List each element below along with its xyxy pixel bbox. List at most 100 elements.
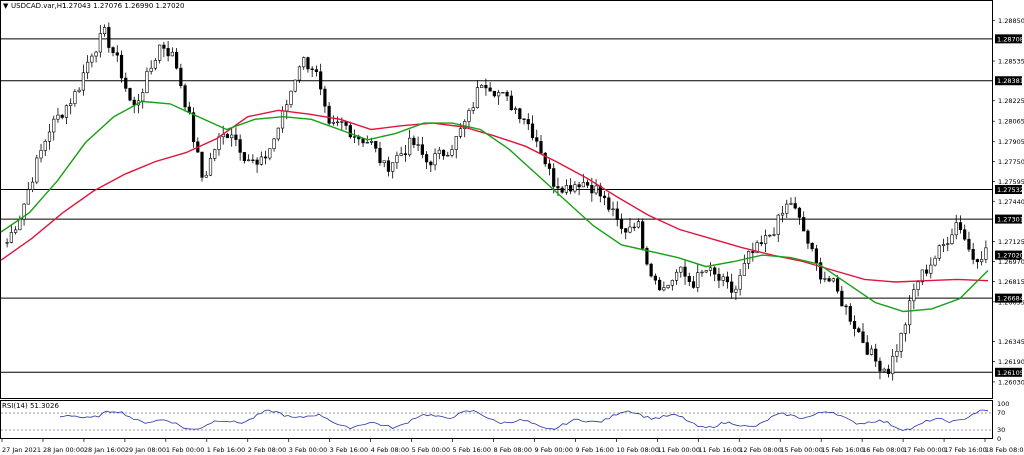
candle bbox=[30, 177, 35, 193]
candle bbox=[480, 84, 484, 88]
y-tick-label: 1.27750 bbox=[998, 158, 1024, 166]
candle bbox=[323, 85, 327, 113]
collapse-arrow-icon[interactable]: ▼ bbox=[3, 2, 9, 10]
x-tick-label: 29 Jan 08:00 bbox=[125, 446, 166, 454]
candle bbox=[179, 63, 183, 89]
candle bbox=[577, 181, 581, 196]
candle bbox=[543, 151, 547, 167]
candle bbox=[835, 275, 840, 294]
candle bbox=[886, 364, 891, 378]
candle bbox=[22, 202, 26, 226]
candle bbox=[908, 295, 912, 334]
candle bbox=[391, 162, 395, 179]
candle bbox=[624, 228, 628, 240]
candle bbox=[916, 280, 920, 297]
candle bbox=[488, 82, 492, 92]
candle bbox=[666, 284, 670, 290]
candle bbox=[518, 107, 522, 124]
candle bbox=[747, 250, 751, 270]
candle bbox=[107, 22, 111, 53]
level-tag: 1.27532 bbox=[995, 184, 1024, 194]
x-tick-label: 11 Feb 16:00 bbox=[698, 446, 741, 454]
x-tick-label: 15 Feb 16:00 bbox=[821, 446, 864, 454]
candle bbox=[208, 152, 213, 177]
candle bbox=[611, 201, 615, 217]
candle bbox=[77, 87, 81, 94]
y-axis-ticks: 1.28850 1.28535 1.28225 1.28065 1.27905 1.277… bbox=[992, 17, 1024, 386]
candle bbox=[293, 79, 297, 93]
candle bbox=[628, 218, 632, 234]
candle bbox=[530, 115, 535, 141]
y-tick-label: 1.27125 bbox=[998, 238, 1024, 246]
x-tick-label: 3 Feb 16:00 bbox=[330, 446, 369, 454]
candle bbox=[102, 24, 107, 37]
candle bbox=[912, 283, 916, 310]
svg-text:1.26105: 1.26105 bbox=[997, 369, 1024, 377]
candle bbox=[5, 238, 9, 248]
candle bbox=[450, 144, 454, 158]
candle bbox=[395, 151, 399, 169]
x-tick-label: 15 Feb 00:00 bbox=[780, 446, 823, 454]
candle bbox=[302, 56, 306, 70]
candle bbox=[251, 154, 255, 164]
svg-text:1.27301: 1.27301 bbox=[997, 216, 1024, 224]
candle bbox=[141, 88, 145, 109]
candle bbox=[119, 50, 124, 83]
candle bbox=[183, 83, 187, 112]
candle bbox=[386, 156, 391, 177]
candle bbox=[857, 326, 861, 334]
candle bbox=[327, 102, 331, 126]
candle bbox=[594, 179, 598, 195]
ohlc-readout: 1.27043 1.27076 1.26990 1.27020 bbox=[62, 2, 184, 10]
candle bbox=[810, 242, 814, 252]
candle bbox=[632, 222, 636, 232]
candle bbox=[467, 108, 471, 128]
candle bbox=[255, 157, 259, 173]
candle bbox=[526, 113, 530, 131]
candle bbox=[441, 149, 446, 160]
candle bbox=[869, 345, 874, 356]
candle bbox=[437, 147, 441, 160]
candle bbox=[145, 67, 149, 94]
candle bbox=[94, 50, 98, 63]
candle bbox=[696, 264, 700, 293]
candle bbox=[289, 90, 293, 108]
candle bbox=[713, 266, 717, 282]
candle bbox=[352, 129, 357, 144]
candle bbox=[522, 118, 526, 125]
candle bbox=[658, 277, 662, 291]
y-tick-label: 1.26190 bbox=[998, 358, 1024, 366]
candle bbox=[331, 115, 335, 126]
candle bbox=[806, 229, 810, 249]
candle bbox=[958, 215, 963, 234]
rsi-label: RSI(14) 51.3026 bbox=[2, 402, 59, 410]
candle bbox=[484, 78, 488, 96]
candle bbox=[636, 218, 641, 229]
candle bbox=[73, 89, 77, 107]
candle bbox=[247, 154, 251, 162]
candle bbox=[831, 277, 835, 283]
candle bbox=[785, 199, 789, 219]
candle bbox=[717, 267, 721, 289]
candle bbox=[564, 179, 569, 195]
y-tick-label: 1.28065 bbox=[998, 118, 1024, 126]
candle bbox=[259, 151, 263, 166]
candle bbox=[539, 134, 543, 154]
candle bbox=[975, 258, 980, 269]
candle bbox=[234, 127, 238, 147]
level-tag: 1.26105 bbox=[995, 367, 1024, 377]
y-tick-label: 1.26345 bbox=[998, 338, 1024, 346]
candle bbox=[547, 159, 552, 176]
candle bbox=[929, 257, 933, 279]
candle bbox=[263, 150, 268, 165]
x-tick-label: 12 Feb 08:00 bbox=[739, 446, 782, 454]
candle bbox=[196, 137, 200, 153]
svg-text:1.28708: 1.28708 bbox=[997, 35, 1024, 43]
y-tick-label: 1.28850 bbox=[998, 17, 1024, 25]
candle bbox=[738, 268, 742, 296]
candle bbox=[492, 90, 496, 98]
candle bbox=[153, 58, 158, 71]
x-tick-label: 11 Feb 00:00 bbox=[657, 446, 700, 454]
candle bbox=[891, 349, 895, 381]
candle bbox=[361, 138, 365, 147]
